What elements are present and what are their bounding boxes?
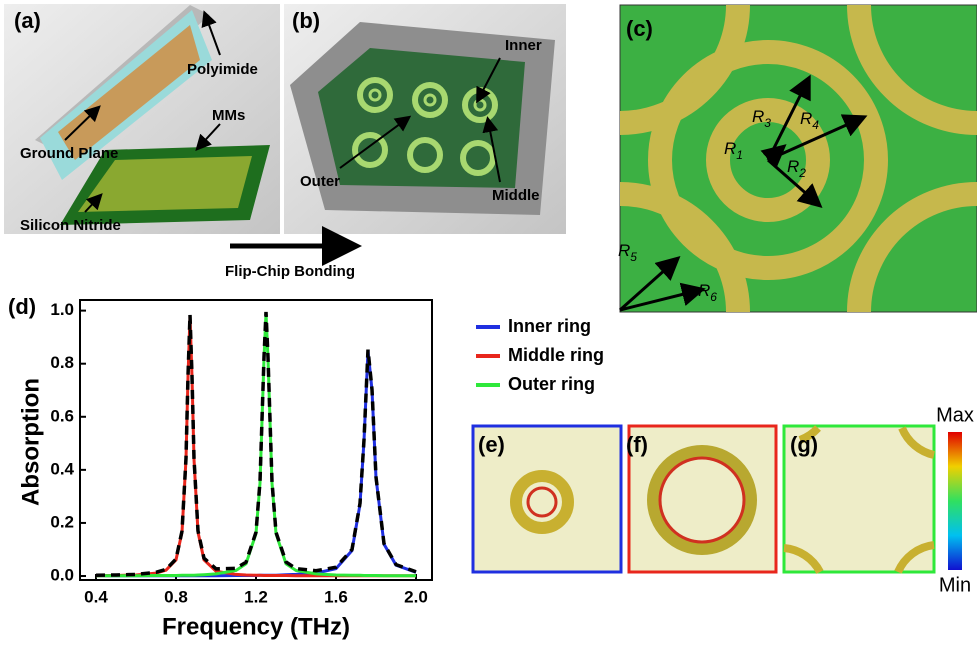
y-tick-label: 0.8 [50,353,74,372]
panel-label: (d) [8,294,36,319]
y-tick-label: 0.4 [50,459,74,478]
panel-label: (b) [292,8,320,33]
y-tick-label: 0.0 [50,566,74,585]
callout: Inner [505,37,542,54]
panel-label: (a) [14,8,41,33]
sum-line [96,312,416,575]
panel-a: (a) Polyimide MMs Ground Plane Silicon N… [4,4,280,234]
callout: MMs [212,107,245,124]
x-tick-label: 2.0 [404,587,428,606]
x-tick-label: 1.2 [244,587,268,606]
panel-b: (b) Inner Outer Middle [284,4,566,234]
panel-e: (e) [473,426,621,572]
panel-label: (e) [478,432,505,457]
panel-f: (f) [626,426,776,572]
colorbar-min: Min [939,574,971,596]
legend-label: Middle ring [508,345,604,365]
y-tick-label: 0.2 [50,512,74,531]
panel-label: (g) [790,432,818,457]
callout: Silicon Nitride [20,217,121,234]
y-axis-title: Absorption [17,378,44,506]
x-tick-label: 0.4 [84,587,108,606]
callout: Ground Plane [20,145,118,162]
x-axis-title: Frequency (THz) [162,613,350,640]
plot: 0.4 0.8 1.2 1.6 2.0 0.0 0.2 0.4 0.6 0.8 1.0 [50,300,432,606]
colorbar-max: Max [936,404,974,426]
y-tick-label: 0.6 [50,406,74,425]
panel-c: (c) R1 R2 R3 R4 R5 R6 [502,0,977,430]
panel-label: (c) [626,16,653,41]
legend-label: Outer ring [508,374,595,394]
legend-label: Inner ring [508,316,591,336]
callout: Outer [300,173,340,190]
panel-label: (f) [626,432,648,457]
callout: Polyimide [187,61,258,78]
x-tick-label: 1.6 [324,587,348,606]
callout: Middle [492,187,540,204]
figure: (a) Polyimide MMs Ground Plane Silicon N… [0,0,977,646]
process-label: Flip-Chip Bonding [225,263,355,280]
x-tick-label: 0.8 [164,587,188,606]
y-tick-label: 1.0 [50,300,74,319]
colorbar [948,432,962,570]
panel-g: (g) [784,426,934,572]
